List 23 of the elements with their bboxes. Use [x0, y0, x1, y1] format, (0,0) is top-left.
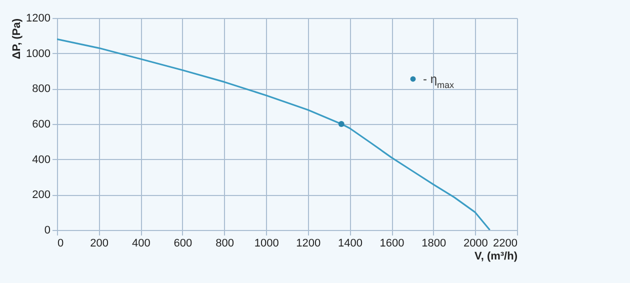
x-tick-label: 2200	[493, 238, 518, 250]
x-tick-label: 1400	[338, 238, 362, 250]
y-tick-label: 600	[32, 118, 50, 130]
x-axis-title: V, (m³/h)	[474, 250, 518, 262]
x-tick-label: 1000	[254, 238, 279, 250]
x-tick-label: 200	[90, 238, 108, 250]
x-tick-label: 600	[174, 238, 192, 250]
x-tick-label: 400	[132, 238, 150, 250]
x-tick-label: 1800	[422, 238, 446, 250]
y-tick-label: 400	[32, 154, 50, 166]
legend-label: - η$_{max}$	[423, 72, 455, 90]
y-tick-label: 200	[32, 189, 50, 202]
y-tick-label: 800	[32, 83, 50, 96]
y-tick-label: 0	[44, 224, 50, 236]
y-tick-label: 1200	[26, 12, 50, 24]
x-tick-label: 2000	[463, 238, 488, 250]
line-series	[57, 38, 491, 230]
y-tick-label: 1000	[26, 48, 50, 60]
x-tick-label: 0	[58, 238, 64, 250]
x-tick-label: 800	[216, 238, 234, 250]
y-axis-title: ΔP, (Pa)	[11, 18, 24, 60]
x-tick-label: 1600	[380, 238, 404, 250]
x-tick-label: 1200	[296, 238, 321, 250]
